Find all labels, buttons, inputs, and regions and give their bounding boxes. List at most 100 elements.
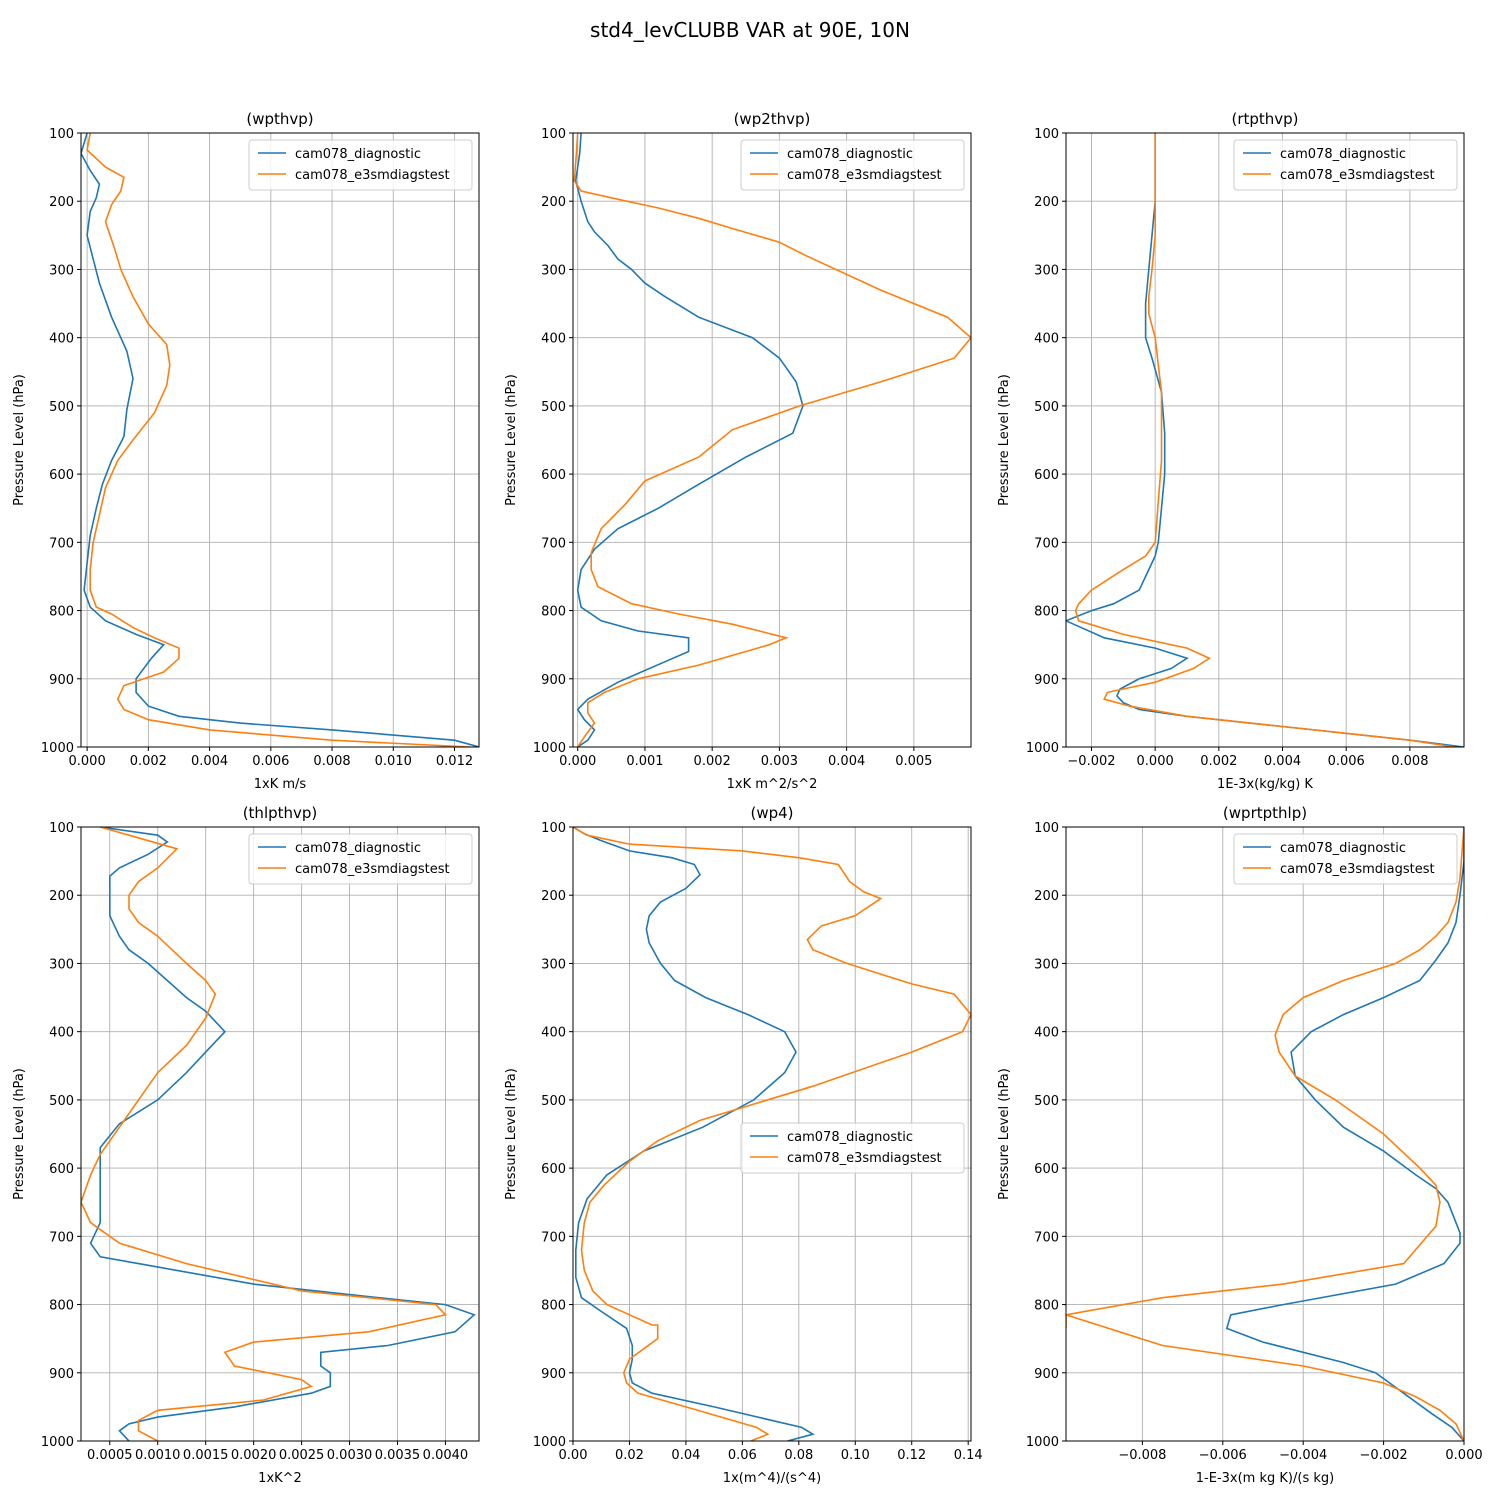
x-tick-label: 0.010 [375,754,412,769]
legend: cam078_diagnostic cam078_e3smdiagstest [248,833,473,885]
y-tick-label: 1000 [41,741,74,756]
legend: cam078_diagnostic cam078_e3smdiagstest [740,1122,965,1174]
y-axis-label: Pressure Level (hPa) [12,1068,27,1200]
panel-2: 0.000 0.001 0.002 0.003 0.004 0.005 100 200 300 4… [504,110,972,792]
y-axis-label: Pressure Level (hPa) [997,1068,1012,1200]
axes-frame [80,132,480,748]
panel-6: −0.008 −0.006 −0.004 −0.002 0.000 100 200 300 40… [997,804,1483,1486]
y-axis-label: Pressure Level (hPa) [12,374,27,506]
panel-title: (rtpthvp) [1231,110,1298,128]
y-tick-label: 400 [1034,1026,1059,1041]
y-tick-label: 300 [49,957,74,972]
y-tick-label: 400 [1034,332,1059,347]
y-tick-label: 1000 [1026,1435,1059,1450]
panels: 0.000 0.002 0.004 0.006 0.008 0.010 0.012 100 20… [12,110,1483,1486]
y-tick-label: 800 [1034,605,1059,620]
x-tick-label: 0.08 [784,1448,813,1463]
x-tick-label: −0.004 [1279,1448,1327,1463]
x-tick-label: 0.10 [841,1448,870,1463]
x-tick-label: 0.000 [559,754,596,769]
y-tick-label: 900 [49,1367,74,1382]
x-tick-label: 0.0035 [375,1448,421,1463]
x-tick-label: 0.002 [130,754,167,769]
figure-title: std4_levCLUBB VAR at 90E, 10N [590,18,910,42]
y-tick-label: 100 [49,821,74,836]
legend-box [1233,139,1458,191]
y-tick-label: 800 [541,1299,566,1314]
y-tick-label: 900 [1034,1367,1059,1382]
x-tick-label: 0.0025 [279,1448,325,1463]
y-tick-label: 100 [1034,127,1059,142]
x-tick-label: 0.002 [694,754,731,769]
y-tick-label: 300 [1034,263,1059,278]
panel-title: (wp4) [750,804,793,822]
y-tick-label: 100 [541,127,566,142]
y-tick-label: 200 [1034,889,1059,904]
series-line-cam078_diagnostic [89,827,476,1441]
y-tick-label: 600 [541,468,566,483]
x-tick-label: 0.02 [615,1448,644,1463]
x-axis-label: 1xK m/s [254,777,307,792]
y-tick-label: 1000 [533,741,566,756]
axes-frame [1065,132,1465,748]
legend-entry: cam078_e3smdiagstest [1280,862,1435,877]
y-tick-label: 400 [541,332,566,347]
panel-title: (thlpthvp) [243,804,318,822]
legend-entry: cam078_diagnostic [1280,147,1406,162]
y-tick-label: 800 [49,1299,74,1314]
y-tick-label: 300 [1034,957,1059,972]
series-line-cam078_e3smdiagstest [81,827,447,1441]
y-tick-label: 100 [1034,821,1059,836]
y-tick-label: 900 [49,673,74,688]
legend-entry: cam078_e3smdiagstest [1280,168,1435,183]
y-tick-label: 800 [49,605,74,620]
axes-frame [80,826,480,1442]
y-tick-label: 300 [49,263,74,278]
panel-5: 0.00 0.02 0.04 0.06 0.08 0.10 0.12 0.14 100 200 30… [504,804,983,1486]
y-tick-label: 500 [1034,1094,1059,1109]
y-tick-label: 900 [1034,673,1059,688]
legend-entry: cam078_e3smdiagstest [295,862,450,877]
y-tick-label: 200 [1034,195,1059,210]
axes-frame [1065,826,1465,1442]
x-tick-label: 0.006 [252,754,289,769]
y-tick-label: 700 [49,536,74,551]
y-tick-label: 400 [49,332,74,347]
panel-title: (wpthvp) [246,110,313,128]
y-tick-label: 100 [541,821,566,836]
x-tick-label: 0.012 [436,754,473,769]
x-tick-label: 0.004 [1264,754,1301,769]
legend: cam078_diagnostic cam078_e3smdiagstest [1233,139,1458,191]
y-tick-label: 700 [541,536,566,551]
y-tick-label: 100 [49,127,74,142]
y-tick-label: 500 [1034,400,1059,415]
y-tick-label: 800 [1034,1299,1059,1314]
x-tick-label: 0.004 [191,754,228,769]
x-tick-label: 0.0030 [327,1448,373,1463]
legend-entry: cam078_diagnostic [295,841,421,856]
x-tick-label: 0.003 [761,754,798,769]
y-tick-label: 600 [541,1162,566,1177]
axes-frame [572,826,972,1442]
legend: cam078_diagnostic cam078_e3smdiagstest [1233,833,1458,885]
series-line-cam078_e3smdiagstest [573,827,971,1441]
x-tick-label: −0.002 [1067,754,1115,769]
x-tick-label: 0.0020 [231,1448,277,1463]
x-tick-label: 0.0010 [135,1448,181,1463]
legend-box [248,833,473,885]
x-tick-label: 0.000 [1137,754,1174,769]
legend-box [740,139,965,191]
series-line-cam078_e3smdiagstest [1074,133,1455,747]
x-axis-label: 1xK m^2/s^2 [727,777,818,792]
legend-entry: cam078_e3smdiagstest [295,168,450,183]
y-tick-label: 700 [1034,1230,1059,1245]
x-tick-label: 0.006 [1328,754,1365,769]
x-tick-label: −0.006 [1199,1448,1247,1463]
x-tick-label: 0.000 [1445,1448,1482,1463]
legend-box [1233,833,1458,885]
series-line-cam078_e3smdiagstest [573,133,971,747]
series-line-cam078_diagnostic [1225,827,1464,1441]
x-tick-label: 0.001 [626,754,663,769]
y-tick-label: 700 [541,1230,566,1245]
y-tick-label: 1000 [533,1435,566,1450]
